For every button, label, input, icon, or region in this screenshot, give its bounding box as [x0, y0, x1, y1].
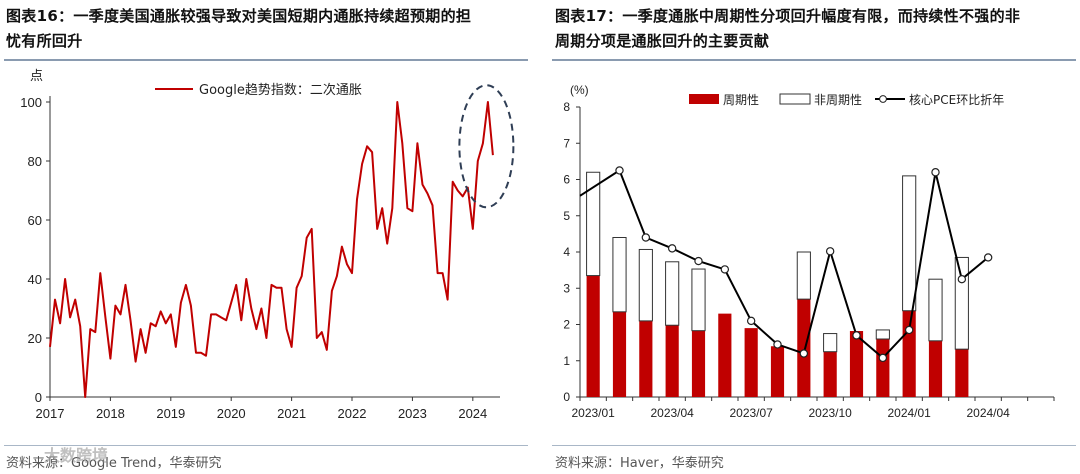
left-series-line [49, 101, 494, 398]
core-pce-point [773, 340, 782, 349]
right-title-line2: 周期分项是通胀回升的主要贡献 [555, 32, 770, 50]
right-source: 资料来源：Haver，华泰研究 [555, 456, 724, 471]
right-y-tick-label: 0 [563, 390, 570, 404]
bar-noncyclical [902, 175, 917, 312]
right-x-tick-label: 2023/07 [729, 406, 773, 420]
left-y-tick-label: 60 [28, 213, 42, 228]
bar-noncyclical [586, 171, 601, 277]
left-top-rule [4, 59, 528, 61]
core-pce-point [615, 166, 624, 175]
core-pce-point [799, 349, 809, 358]
left-line-chart: 点 0 20 40 60 80 100 2017 2018 2019 2020 2021 2022 202… [20, 68, 515, 421]
right-x-tick-label: 2023/01 [571, 406, 615, 420]
bar-cyclical [823, 351, 837, 397]
core-pce-point [694, 256, 703, 266]
bar-cyclical [797, 299, 811, 397]
left-x-tick-label: 2021 [277, 406, 306, 421]
right-y-tick-label: 1 [563, 354, 570, 368]
right-top-rule [552, 59, 1076, 61]
legend-label-noncyclical: 非周期性 [814, 93, 862, 107]
left-x-tick-label: 2019 [156, 406, 185, 421]
bar-cyclical [955, 349, 969, 397]
legend-swatch-noncyclical [779, 93, 811, 105]
bar-cyclical [744, 328, 758, 397]
right-y-tick-label: 5 [563, 209, 570, 223]
core-pce-point [667, 244, 677, 253]
bar-noncyclical [638, 248, 653, 322]
legend-label-core-pce: 核心PCE环比折年 [909, 92, 1004, 107]
left-x-tick-label: 2024 [458, 406, 487, 421]
bar-cyclical [928, 340, 943, 397]
bar-cyclical [612, 311, 627, 397]
core-pce-point [904, 325, 914, 335]
core-pce-point [852, 331, 861, 340]
right-y-tick-label: 4 [563, 245, 570, 259]
legend-label-cyclical: 周期性 [723, 93, 759, 107]
left-chart-title: 图表16：一季度美国通胀较强导致对美国短期内通胀持续超预期的担 忧有所回升 [6, 4, 526, 54]
bar-noncyclical [928, 278, 943, 342]
left-legend-label: Google趋势指数：二次通胀 [199, 82, 362, 98]
bar-noncyclical [612, 237, 627, 313]
left-x-tick-label: 2018 [96, 406, 125, 421]
right-x-tick-label: 2024/04 [966, 406, 1010, 420]
bar-cyclical [718, 313, 732, 397]
right-x-tick-label: 2023/04 [650, 406, 694, 420]
left-y-tick-label: 0 [35, 390, 42, 405]
right-chart-title: 图表17：一季度通胀中周期性分项回升幅度有限，而持续性不强的非 周期分项是通胀回… [555, 4, 1080, 54]
bar-cyclical [665, 325, 679, 397]
bar-cyclical [639, 320, 653, 397]
core-pce-point [957, 274, 967, 284]
core-pce-point [878, 353, 888, 363]
right-y-tick-label: 6 [563, 173, 570, 187]
right-y-tick-label: 2 [563, 318, 570, 332]
core-pce-point [720, 265, 730, 274]
left-source: 资料来源：Google Trend，华泰研究 [6, 456, 222, 471]
bar-cyclical [902, 310, 916, 397]
legend-swatch-cyclical [689, 94, 719, 104]
watermark: 大数跨境 [44, 446, 109, 465]
bar-noncyclical [954, 256, 969, 350]
right-y-tick-label: 7 [563, 136, 570, 150]
right-y-tick-label: 8 [563, 100, 570, 114]
left-x-tick-label: 2017 [36, 406, 65, 421]
left-title-line2: 忧有所回升 [6, 32, 83, 50]
bar-cyclical [876, 339, 890, 397]
core-pce-point [746, 316, 756, 326]
bar-cyclical [849, 331, 864, 397]
bar-cyclical [691, 330, 706, 397]
left-y-tick-label: 40 [28, 272, 42, 287]
bar-noncyclical [691, 268, 706, 332]
left-y-unit: 点 [30, 68, 43, 83]
left-y-tick-label: 20 [28, 331, 42, 346]
left-y-tick-label: 100 [20, 95, 42, 110]
bar-noncyclical [796, 251, 811, 300]
bar-noncyclical [665, 261, 680, 326]
core-pce-line [579, 168, 989, 360]
bar-noncyclical [823, 333, 838, 353]
left-title-line1: 图表16：一季度美国通胀较强导致对美国短期内通胀持续超预期的担 [6, 7, 472, 25]
right-x-tick-label: 2023/10 [808, 406, 852, 420]
bar-cyclical [770, 346, 785, 397]
right-y-tick-label: 3 [563, 281, 570, 295]
core-pce-point [641, 233, 651, 242]
right-y-unit: (%) [570, 83, 589, 97]
right-bar-chart: (%) 0 1 2 3 4 5 6 7 8 2023/01 2023/04 2023/07 2023/10… [563, 83, 1055, 420]
left-x-tick-label: 2020 [217, 406, 246, 421]
legend-swatch-marker [879, 95, 887, 103]
right-bottom-rule [552, 445, 1076, 446]
left-x-tick-label: 2023 [398, 406, 427, 421]
left-x-tick-label: 2022 [338, 406, 367, 421]
right-title-line1: 图表17：一季度通胀中周期性分项回升幅度有限，而持续性不强的非 [555, 7, 1021, 25]
right-x-tick-label: 2024/01 [887, 406, 931, 420]
bar-cyclical [586, 275, 600, 397]
left-y-tick-label: 80 [28, 154, 42, 169]
bar-noncyclical [875, 329, 890, 340]
core-pce-point [931, 168, 940, 177]
left-bottom-rule [4, 445, 528, 446]
core-pce-point [825, 247, 835, 256]
left-highlight-ellipse [458, 84, 515, 209]
core-pce-point [983, 253, 993, 262]
